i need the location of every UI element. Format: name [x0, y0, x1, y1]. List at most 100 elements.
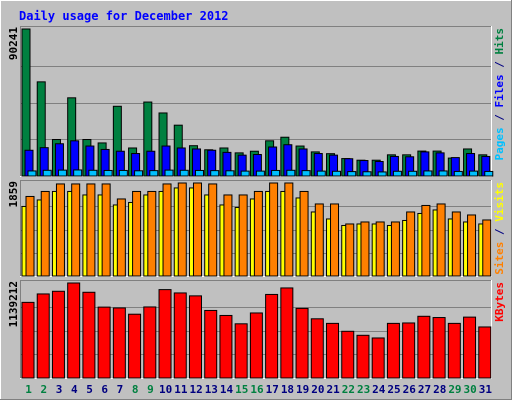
- bar-kbytes-day-6: [97, 306, 111, 379]
- bar-kbytes-day-24: [371, 337, 385, 379]
- legend-entry: KBytes: [493, 282, 506, 322]
- bar-sites-day-20: [314, 203, 324, 277]
- bar-kbytes-day-23: [356, 334, 370, 379]
- bar-pages-day-14: [225, 170, 235, 177]
- bar-kbytes-day-29: [447, 322, 461, 379]
- bar-sites-day-24: [375, 221, 385, 277]
- x-tick-label: 20: [311, 383, 324, 396]
- x-tick-label: 4: [71, 383, 78, 396]
- panel-top-max-label: 90241: [7, 27, 20, 60]
- legend-entry: Files: [493, 74, 506, 107]
- legend-entry: /: [493, 55, 506, 75]
- x-tick-label: 5: [86, 383, 93, 396]
- bar-pages-day-8: [134, 170, 144, 177]
- x-tick-label: 22: [342, 383, 355, 396]
- bar-kbytes-day-13: [204, 309, 218, 379]
- panels-layer: 90241 Pages / Files / Hits 1859 Sites / Vis…: [7, 26, 506, 379]
- x-tick-label: 8: [132, 383, 139, 396]
- bar-kbytes-day-7: [112, 307, 126, 379]
- bar-kbytes-day-4: [67, 282, 81, 379]
- bar-kbytes-day-20: [310, 318, 324, 379]
- bar-sites-day-22: [345, 223, 355, 277]
- x-tick-label: 29: [448, 383, 461, 396]
- x-tick-label: 23: [357, 383, 370, 396]
- bar-pages-day-18: [286, 169, 296, 177]
- bar-pages-day-9: [149, 170, 159, 177]
- bar-pages-day-27: [423, 170, 433, 177]
- bar-sites-day-31: [482, 219, 492, 277]
- bar-pages-day-2: [42, 169, 52, 177]
- x-tick-label: 21: [327, 383, 341, 396]
- x-tick-label: 9: [147, 383, 154, 396]
- x-tick-label: 26: [403, 383, 417, 396]
- x-tick-label: 18: [281, 383, 294, 396]
- bar-kbytes-day-2: [36, 293, 50, 379]
- x-tick-label: 27: [418, 383, 431, 396]
- bar-pages-day-26: [408, 170, 418, 177]
- bar-pages-day-1: [27, 170, 37, 177]
- bar-sites-day-14: [223, 194, 233, 277]
- x-tick-label: 7: [117, 383, 124, 396]
- bar-kbytes-day-22: [341, 330, 355, 379]
- bar-sites-day-2: [40, 190, 50, 277]
- bar-sites-day-6: [101, 183, 111, 277]
- panel-bottom: 1139212 KBytes: [7, 280, 506, 379]
- bar-pages-day-30: [469, 170, 479, 177]
- bar-sites-day-10: [162, 183, 172, 277]
- bar-kbytes-day-30: [463, 316, 477, 379]
- bar-kbytes-day-5: [82, 291, 96, 379]
- bar-kbytes-day-31: [478, 326, 492, 379]
- x-tick-label: 6: [101, 383, 108, 396]
- bar-pages-day-21: [332, 170, 342, 177]
- bar-kbytes-day-8: [128, 313, 142, 379]
- series-files: [24, 140, 491, 177]
- bar-pages-day-16: [255, 170, 265, 177]
- bar-sites-day-3: [55, 183, 65, 277]
- x-tick-label: 24: [372, 383, 386, 396]
- panel-bottom-legend: KBytes: [493, 282, 506, 322]
- bar-pages-day-31: [484, 170, 494, 177]
- bar-kbytes-day-18: [280, 287, 294, 379]
- series-sites: [25, 182, 492, 277]
- bar-pages-day-19: [301, 170, 311, 177]
- x-tick-label: 19: [296, 383, 309, 396]
- legend-entry: Pages: [493, 127, 506, 160]
- bar-sites-day-9: [147, 190, 157, 277]
- bar-kbytes-day-9: [143, 306, 157, 379]
- bar-pages-day-25: [392, 170, 402, 177]
- panel-bottom-max-label: 1139212: [7, 281, 20, 327]
- bar-kbytes-day-15: [234, 323, 248, 379]
- bar-pages-day-28: [438, 170, 448, 177]
- legend-entry: Sites: [493, 242, 506, 275]
- x-tick-label: 30: [464, 383, 477, 396]
- bar-kbytes-day-10: [158, 289, 172, 379]
- bar-sites-day-13: [208, 183, 218, 277]
- x-tick-label: 3: [56, 383, 63, 396]
- bar-kbytes-day-12: [188, 295, 202, 379]
- x-tick-label: 13: [205, 383, 218, 396]
- series-pages: [27, 169, 494, 177]
- bar-kbytes-day-11: [173, 292, 187, 379]
- bar-sites-day-5: [86, 183, 96, 277]
- panel-top-legend: Pages / Files / Hits: [493, 28, 506, 161]
- legend-entry: /: [493, 222, 506, 242]
- bar-sites-day-16: [253, 190, 263, 277]
- bar-pages-day-5: [88, 169, 98, 177]
- bar-kbytes-day-21: [326, 322, 340, 379]
- bar-sites-day-30: [467, 214, 477, 277]
- bar-pages-day-13: [210, 170, 220, 177]
- bar-sites-day-26: [406, 211, 416, 277]
- bar-pages-day-22: [347, 171, 357, 177]
- x-tick-label: 11: [174, 383, 188, 396]
- x-tick-label: 14: [220, 383, 234, 396]
- series-kbytes: [21, 282, 492, 379]
- bar-pages-day-29: [453, 170, 463, 177]
- bar-sites-day-15: [238, 194, 248, 277]
- bar-sites-day-11: [177, 182, 187, 277]
- bar-pages-day-15: [240, 170, 250, 177]
- bar-pages-day-23: [362, 171, 372, 177]
- bar-kbytes-day-17: [265, 293, 279, 379]
- bar-pages-day-6: [103, 169, 113, 177]
- panel-middle: 1859 Sites / Visits: [7, 180, 506, 277]
- x-tick-label: 2: [41, 383, 48, 396]
